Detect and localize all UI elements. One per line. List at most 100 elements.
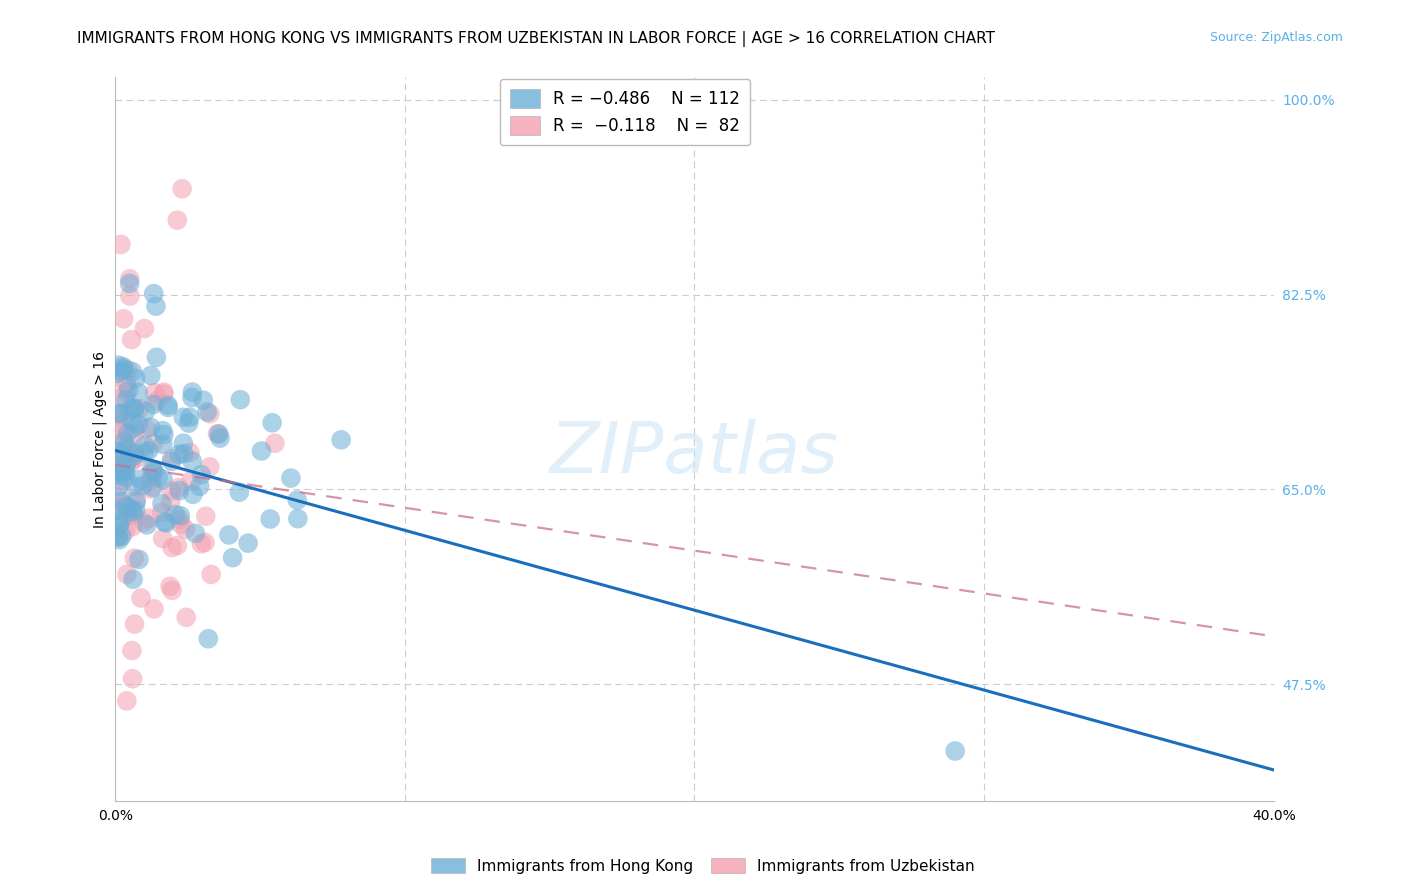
Point [943, 744, 966, 758]
Point [152, 532, 174, 546]
Point [218, 528, 240, 542]
Point [115, 376, 138, 391]
Point [172, 182, 194, 196]
Point [114, 446, 136, 460]
Point [159, 494, 181, 508]
Point [121, 643, 143, 657]
Point [107, 468, 129, 483]
Point [134, 446, 156, 460]
Point [181, 385, 204, 400]
Point [181, 487, 204, 501]
Point [142, 397, 165, 411]
Point [285, 493, 308, 508]
Point [110, 237, 132, 252]
Point [107, 529, 129, 543]
Point [153, 515, 176, 529]
Point [197, 632, 219, 646]
Point [107, 417, 129, 432]
Point [122, 572, 145, 586]
Point [229, 392, 252, 407]
Point [146, 393, 169, 408]
Point [169, 508, 191, 523]
Point [190, 467, 212, 482]
Point [167, 447, 190, 461]
Point [120, 402, 142, 417]
Point [221, 550, 243, 565]
Point [118, 383, 141, 397]
Point [110, 447, 132, 461]
Point [145, 299, 167, 313]
Point [115, 441, 138, 455]
Point [125, 495, 148, 509]
Point [107, 530, 129, 544]
Point [152, 424, 174, 438]
Point [198, 407, 221, 421]
Point [165, 508, 187, 522]
Point [157, 401, 180, 415]
Point [259, 512, 281, 526]
Point [208, 431, 231, 445]
Point [124, 446, 146, 460]
Point [108, 519, 131, 533]
Point [207, 426, 229, 441]
Point [120, 455, 142, 469]
Point [114, 392, 136, 407]
Legend: Immigrants from Hong Kong, Immigrants from Uzbekistan: Immigrants from Hong Kong, Immigrants fr… [425, 852, 981, 880]
Point [195, 405, 218, 419]
Point [127, 417, 149, 432]
Point [117, 508, 139, 522]
Point [121, 519, 143, 533]
Point [107, 459, 129, 474]
Point [112, 435, 135, 450]
Point [139, 420, 162, 434]
Point [112, 311, 135, 326]
Point [159, 579, 181, 593]
Point [129, 472, 152, 486]
Point [236, 536, 259, 550]
Point [124, 551, 146, 566]
Point [114, 524, 136, 538]
Point [128, 401, 150, 416]
Point [135, 517, 157, 532]
Point [107, 453, 129, 467]
Point [124, 401, 146, 416]
Point [146, 470, 169, 484]
Point [190, 537, 212, 551]
Point [152, 387, 174, 401]
Point [152, 437, 174, 451]
Point [141, 472, 163, 486]
Point [166, 213, 188, 227]
Point [128, 552, 150, 566]
Point [179, 410, 201, 425]
Point [122, 421, 145, 435]
Point [120, 501, 142, 516]
Point [107, 370, 129, 384]
Point [169, 483, 191, 498]
Point [150, 497, 173, 511]
Point [134, 321, 156, 335]
Point [179, 445, 201, 459]
Point [142, 286, 165, 301]
Point [200, 567, 222, 582]
Point [108, 533, 131, 547]
Point [121, 365, 143, 379]
Point [124, 371, 146, 385]
Point [193, 393, 215, 408]
Point [134, 404, 156, 418]
Point [111, 529, 134, 543]
Point [174, 610, 197, 624]
Point [160, 541, 183, 555]
Point [160, 454, 183, 468]
Point [114, 470, 136, 484]
Point [112, 362, 135, 376]
Point [139, 368, 162, 383]
Point [122, 401, 145, 416]
Point [107, 453, 129, 467]
Point [262, 416, 284, 430]
Point [169, 512, 191, 526]
Point [177, 416, 200, 430]
Point [166, 539, 188, 553]
Point [160, 583, 183, 598]
Text: Source: ZipAtlas.com: Source: ZipAtlas.com [1209, 31, 1343, 45]
Point [141, 462, 163, 476]
